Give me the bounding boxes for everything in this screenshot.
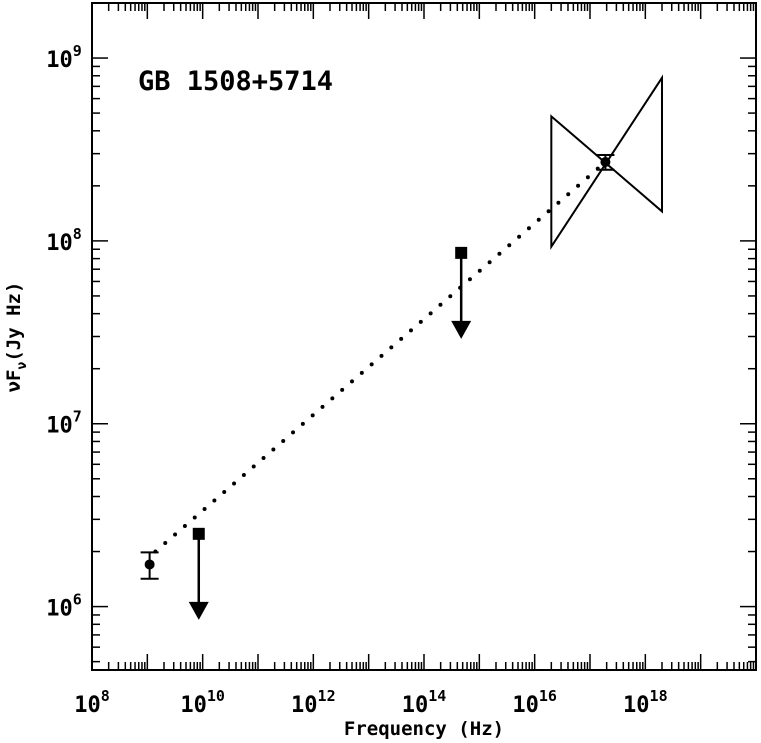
data-point [144,559,155,570]
x-tick-label: 1012 [291,687,336,718]
x-tick-base: 10 [623,693,650,718]
y-axis-subscript: ν [15,362,30,370]
y-tick-label: 108 [46,225,82,256]
y-tick-exponent: 9 [73,42,82,60]
y-tick-exponent: 6 [73,591,82,609]
x-tick-base: 10 [402,693,429,718]
upper-limit-layer [188,246,472,620]
x-tick-labels: 108 1010 1012 1014 1016 1018 [74,687,667,718]
y-axis-main: F [3,370,25,381]
y-tick-exponent: 7 [73,408,82,426]
x-tick-base: 10 [180,693,207,718]
y-tick-base: 10 [46,231,73,256]
x-axis-title: Frequency (Hz) [344,718,504,740]
x-tick-base: 10 [291,693,318,718]
x-tick-label: 1018 [623,687,668,718]
y-axis-suffix: (Jy Hz) [3,282,25,362]
x-tick-base: 10 [512,693,539,718]
y-tick-label: 109 [46,42,82,73]
detection-layer [140,153,615,580]
x-tick-exponent: 18 [650,687,668,705]
y-tick-base: 10 [46,48,73,73]
y-tick-exponent: 8 [73,225,82,243]
upper-limit-arrowhead [188,601,209,620]
source-name-annotation: GB 1508+5714 [138,66,333,97]
xray-bowtie [550,74,663,251]
model-line-layer [153,160,608,554]
model-line-dotted [153,160,608,554]
data-point [600,157,611,168]
x-tick-label: 1016 [512,687,557,718]
y-axis-title: νFν(Jy Hz) [3,282,30,393]
x-tick-exponent: 8 [101,687,110,705]
x-tick-exponent: 16 [539,687,557,705]
major-ticks [91,3,757,670]
y-axis-prefix: ν [3,381,25,392]
x-tick-label: 1010 [180,687,225,718]
minor-ticks [92,2,756,670]
x-tick-exponent: 10 [207,687,225,705]
upper-limit-arrowhead [451,320,472,339]
y-tick-base: 10 [46,597,73,622]
x-tick-exponent: 12 [318,687,336,705]
x-tick-label: 1014 [402,687,447,718]
y-tick-label: 107 [46,408,82,439]
x-tick-exponent: 14 [428,687,446,705]
y-tick-base: 10 [46,414,73,439]
x-tick-label: 108 [74,687,110,718]
y-tick-label: 106 [46,591,82,622]
x-tick-base: 10 [74,693,101,718]
plot-frame [91,2,757,671]
xray-bowtie-layer [550,74,663,251]
